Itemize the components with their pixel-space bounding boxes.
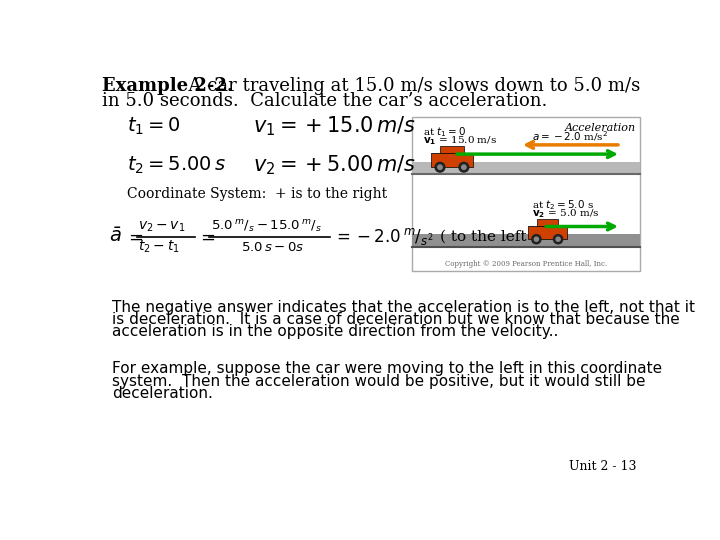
Circle shape	[532, 234, 541, 244]
Text: system.  Then the acceleration would be positive, but it would still be: system. Then the acceleration would be p…	[112, 374, 645, 389]
Bar	[412, 162, 640, 174]
Text: Example 2-2.: Example 2-2.	[102, 77, 233, 95]
Text: $t_2=5.00\,s$: $t_2=5.00\,s$	[127, 154, 226, 176]
Text: For example, suppose the car were moving to the left in this coordinate: For example, suppose the car were moving…	[112, 361, 662, 376]
Text: The negative answer indicates that the acceleration is to the left, not that it: The negative answer indicates that the a…	[112, 300, 695, 315]
Bar	[440, 146, 464, 153]
Text: Coordinate System:  + is to the right: Coordinate System: + is to the right	[127, 187, 387, 201]
Text: is deceleration.  It is a case of deceleration but we know that because the: is deceleration. It is a case of deceler…	[112, 312, 680, 327]
Text: Copyright © 2009 Pearson Prentice Hall, Inc.: Copyright © 2009 Pearson Prentice Hall, …	[445, 260, 607, 268]
Text: $5.0\,s-0s$: $5.0\,s-0s$	[241, 241, 305, 254]
Bar	[412, 234, 640, 247]
Circle shape	[438, 165, 442, 170]
Circle shape	[556, 237, 560, 241]
Text: $\mathbf{v_2}$ = 5.0 m/s: $\mathbf{v_2}$ = 5.0 m/s	[532, 207, 599, 220]
Text: $\mathbf{v_1}$ = 15.0 m/s: $\mathbf{v_1}$ = 15.0 m/s	[423, 134, 498, 147]
Text: $a = -2.0$ m/s$^2$: $a = -2.0$ m/s$^2$	[532, 129, 608, 143]
Circle shape	[435, 163, 445, 172]
Circle shape	[534, 237, 539, 241]
Text: A car traveling at 15.0 m/s slows down to 5.0 m/s: A car traveling at 15.0 m/s slows down t…	[177, 77, 640, 95]
Text: at $t_1 = 0$: at $t_1 = 0$	[423, 125, 467, 139]
Text: deceleration.: deceleration.	[112, 386, 212, 401]
Text: $t_1=0$: $t_1=0$	[127, 116, 181, 137]
Text: $=$: $=$	[197, 227, 215, 246]
Text: ( to the left ): ( to the left )	[441, 230, 538, 244]
Text: $=-2.0\,^{m}/_{s^2}$: $=-2.0\,^{m}/_{s^2}$	[333, 226, 433, 247]
Text: $v_1=+15.0\,m/s$: $v_1=+15.0\,m/s$	[253, 114, 416, 138]
Text: $=$: $=$	[125, 227, 143, 246]
Text: Unit 2 - 13: Unit 2 - 13	[569, 460, 636, 473]
Text: at $t_2 = 5.0$ s: at $t_2 = 5.0$ s	[532, 198, 594, 212]
Bar	[412, 117, 640, 271]
Bar	[528, 226, 567, 239]
Text: $5.0\,^{m}/_{s}-15.0\,^{m}/_{s}$: $5.0\,^{m}/_{s}-15.0\,^{m}/_{s}$	[211, 219, 322, 234]
Text: $v_2=+5.00\,m/s$: $v_2=+5.00\,m/s$	[253, 153, 416, 177]
Text: $\bar{a}$: $\bar{a}$	[109, 227, 122, 246]
Circle shape	[462, 165, 466, 170]
Bar	[431, 153, 473, 167]
Text: Acceleration: Acceleration	[565, 123, 636, 133]
Text: acceleration is in the opposite direction from the velocity..: acceleration is in the opposite directio…	[112, 325, 558, 339]
Circle shape	[554, 234, 563, 244]
Text: $t_2-t_1$: $t_2-t_1$	[138, 238, 180, 255]
Bar	[536, 219, 558, 226]
Circle shape	[459, 163, 469, 172]
Text: in 5.0 seconds.  Calculate the car’s acceleration.: in 5.0 seconds. Calculate the car’s acce…	[102, 92, 547, 110]
Text: $v_2-v_1$: $v_2-v_1$	[138, 219, 185, 234]
